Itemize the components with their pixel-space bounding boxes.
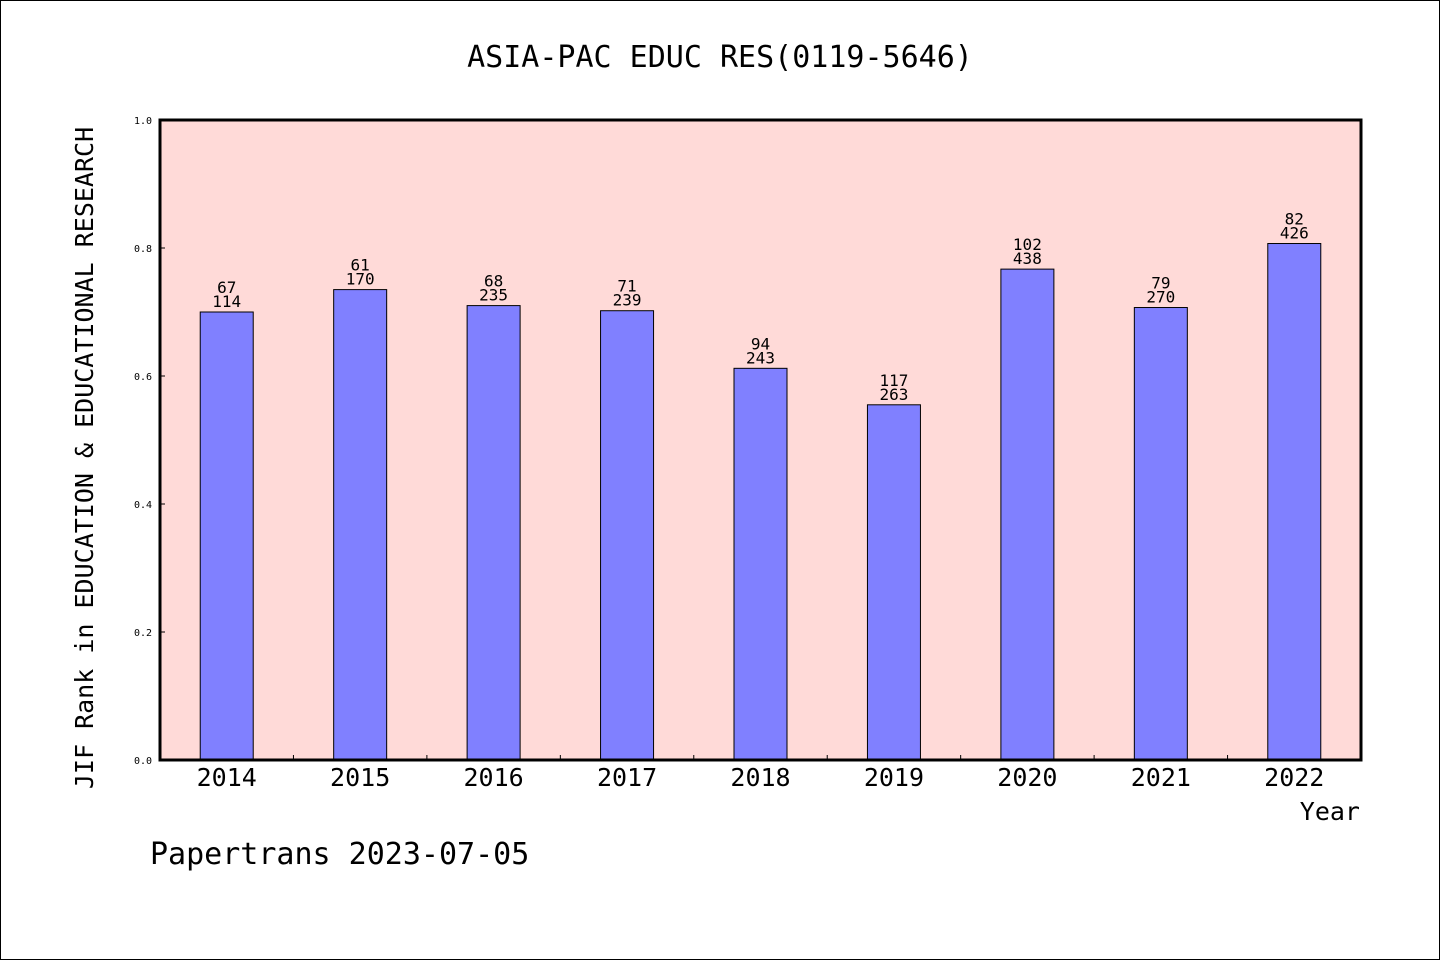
x-tick-label: 2020 [997, 763, 1057, 792]
x-tick-label: 2014 [197, 763, 257, 792]
bar-total-label: 170 [346, 270, 375, 289]
bar-total-label: 263 [879, 385, 908, 404]
plot-border [158, 118, 1363, 762]
bars-layer [199, 243, 1322, 761]
bar-2020 [1000, 268, 1055, 761]
bar-total-label: 270 [1146, 288, 1175, 307]
y-tick-label: 0.6 [134, 372, 152, 383]
x-axis-label: Year [1300, 797, 1360, 826]
bar-rank-label: 67 [217, 278, 236, 297]
x-tick-label: 2017 [597, 763, 657, 792]
y-tick-label: 0.8 [134, 244, 152, 255]
bar-rank-label: 94 [751, 334, 770, 353]
footer-credit: Papertrans 2023-07-05 [150, 837, 529, 872]
x-tick-label: 2015 [330, 763, 390, 792]
x-tick-label: 2022 [1264, 763, 1324, 792]
x-axis-ticks: 2014 2015 2016 2017 2018 2019 2020 2021 2022 [197, 755, 1324, 792]
bar-total-label: 438 [1013, 249, 1042, 268]
bar-total-label: 114 [212, 292, 241, 311]
bar-2019 [866, 404, 921, 761]
y-tick-label: 0.0 [134, 756, 152, 767]
y-tick-label: 1.0 [134, 116, 152, 127]
bar-rank-label: 61 [351, 256, 370, 275]
bar-total-label: 239 [613, 291, 642, 310]
bar-total-label: 243 [746, 348, 775, 367]
bar-rank-label: 79 [1151, 274, 1170, 293]
x-tick-label: 2021 [1131, 763, 1191, 792]
bar-total-label: 426 [1280, 224, 1309, 243]
y-tick-label: 0.4 [134, 500, 152, 511]
bar-2015 [333, 289, 388, 761]
bar-rank-label: 71 [617, 277, 636, 296]
bar-2021 [1133, 307, 1188, 761]
chart-title: ASIA-PAC EDUC RES(0119-5646) [467, 40, 973, 75]
bar-2014 [199, 311, 254, 761]
y-tick-label: 0.2 [134, 628, 152, 639]
x-tick-label: 2019 [864, 763, 924, 792]
bar-rank-label: 82 [1285, 210, 1304, 229]
bar-total-label: 235 [479, 286, 508, 305]
bar-rank-label: 68 [484, 272, 503, 291]
x-tick-label: 2018 [730, 763, 790, 792]
y-axis-label: JIF Rank in EDUCATION & EDUCATIONAL RESE… [70, 127, 99, 789]
bar-rank-label: 102 [1013, 235, 1042, 254]
bar-2016 [466, 305, 521, 761]
bar-2018 [733, 367, 788, 761]
x-tick-label: 2016 [464, 763, 524, 792]
bar-2022 [1267, 243, 1322, 761]
bar-2017 [600, 310, 655, 761]
bar-rank-label: 117 [879, 371, 908, 390]
